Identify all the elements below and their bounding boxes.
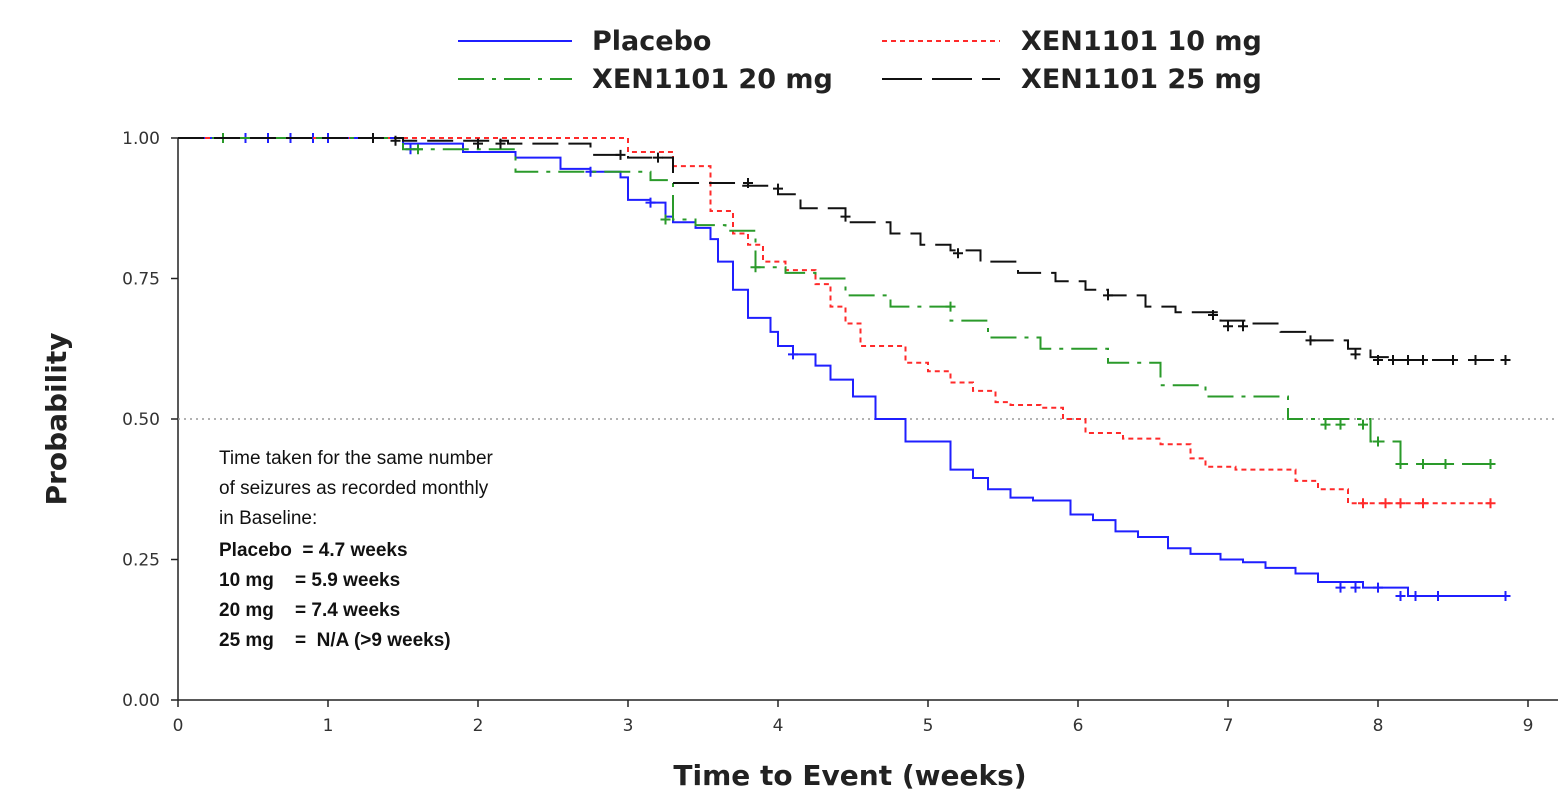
legend-label-10mg: XEN1101 10 mg: [1021, 26, 1262, 57]
annotation-line-2: of seizures as recorded monthly: [219, 478, 489, 499]
legend-label-20mg: XEN1101 20 mg: [592, 64, 833, 95]
annotation-line-placebo: Placebo = 4.7 weeks: [219, 540, 408, 561]
censor-mark-25mg: [1305, 335, 1316, 346]
censor-mark-25mg: [840, 211, 851, 222]
censor-mark-10mg: [1358, 498, 1368, 509]
censor-mark-20mg: [1418, 458, 1428, 469]
ticks: 0 1 2 3 4 5 6 7 8 9 0.00 0.25 0.50 0.75 1.00: [122, 129, 1533, 736]
x-tick-label: 3: [623, 716, 634, 736]
censor-mark-25mg: [773, 183, 783, 194]
x-tick-label: 0: [173, 716, 184, 736]
y-tick-label: 0.25: [122, 551, 160, 571]
x-axis-title: Time to Event (weeks): [673, 759, 1026, 792]
x-tick-label: 7: [1223, 716, 1234, 736]
censor-mark-placebo: [788, 349, 798, 360]
legend-entry-placebo: Placebo: [458, 26, 711, 57]
series-placebo: [178, 133, 1511, 602]
censor-mark-10mg: [1395, 498, 1406, 509]
censor-mark-25mg: [1403, 354, 1413, 365]
censor-mark-25mg: [495, 138, 506, 149]
censor-mark-25mg: [1418, 354, 1428, 365]
censor-mark-25mg: [653, 152, 663, 163]
censor-mark-20mg: [1395, 458, 1406, 469]
y-axis-title: Probability: [40, 333, 73, 506]
censor-mark-10mg: [1418, 498, 1428, 509]
censor-mark-placebo: [1395, 591, 1406, 602]
censor-mark-25mg: [368, 133, 378, 143]
censor-mark-25mg: [1208, 310, 1218, 321]
censor-mark-20mg: [1485, 458, 1496, 469]
annotation-line-25mg: 25 mg = N/A (>9 weeks): [219, 630, 451, 651]
curve-placebo: [178, 137, 1506, 598]
annotation-line-20mg: 20 mg = 7.4 weeks: [219, 600, 400, 621]
y-tick-label: 0.50: [122, 410, 160, 430]
x-tick-label: 9: [1523, 716, 1534, 736]
legend-entry-10mg: XEN1101 10 mg: [882, 26, 1262, 57]
censor-mark-25mg: [1350, 349, 1361, 360]
legend-entry-25mg: XEN1101 25 mg: [882, 64, 1262, 95]
censor-mark-20mg: [1335, 419, 1346, 430]
curves: [178, 133, 1511, 602]
x-tick-label: 8: [1373, 716, 1384, 736]
censor-mark-25mg: [743, 177, 753, 188]
censor-mark-25mg: [615, 149, 626, 160]
axes: 0 1 2 3 4 5 6 7 8 9 0.00 0.25 0.50 0.75 1.00: [122, 129, 1558, 736]
y-tick-label: 0.75: [122, 270, 160, 290]
curve-10mg: [178, 137, 1491, 505]
x-tick-label: 2: [473, 716, 484, 736]
censor-mark-25mg: [1388, 354, 1398, 365]
curve-25mg: [178, 137, 1506, 361]
censor-mark-20mg: [413, 144, 423, 155]
censor-mark-placebo: [1433, 591, 1443, 602]
censor-mark-25mg: [1448, 354, 1458, 365]
censor-mark-25mg: [390, 135, 401, 146]
series-20mg: [178, 133, 1496, 469]
censor-mark-placebo: [1350, 582, 1361, 593]
y-tick-label: 1.00: [122, 129, 160, 149]
series-10mg: [178, 137, 1496, 509]
censor-mark-placebo: [1373, 582, 1383, 593]
annotation-line-1: Time taken for the same number: [219, 448, 494, 469]
censor-mark-placebo: [1335, 582, 1346, 593]
legend-entry-20mg: XEN1101 20 mg: [458, 64, 833, 95]
censor-mark-20mg: [1373, 436, 1383, 447]
x-tick-label: 1: [323, 716, 334, 736]
annotation-line-10mg: 10 mg = 5.9 weeks: [219, 570, 400, 591]
y-tick-label: 0.00: [122, 691, 160, 711]
censor-mark-10mg: [1485, 498, 1496, 509]
legend-label-placebo: Placebo: [592, 26, 711, 57]
censor-mark-20mg: [945, 301, 956, 312]
censor-mark-25mg: [953, 248, 963, 259]
curve-20mg: [178, 137, 1491, 465]
legend: Placebo XEN1101 10 mg XEN1101 20 mg XEN1…: [458, 26, 1262, 95]
censor-mark-25mg: [1470, 354, 1481, 365]
censor-mark-20mg: [660, 214, 671, 225]
censor-mark-25mg: [473, 138, 483, 149]
censor-mark-20mg: [1358, 419, 1368, 430]
censor-mark-25mg: [1223, 321, 1233, 332]
median-annotation: Time taken for the same number of seizur…: [219, 448, 494, 651]
censor-mark-10mg: [1380, 498, 1391, 509]
x-tick-label: 5: [923, 716, 934, 736]
censor-mark-20mg: [750, 262, 761, 273]
series-25mg: [178, 133, 1511, 365]
censor-mark-placebo: [645, 197, 656, 208]
legend-label-25mg: XEN1101 25 mg: [1021, 64, 1262, 95]
censor-mark-25mg: [1500, 354, 1511, 365]
censor-mark-25mg: [1103, 290, 1113, 301]
x-tick-label: 6: [1073, 716, 1084, 736]
annotation-line-3: in Baseline:: [219, 508, 317, 529]
censor-mark-25mg: [1238, 321, 1248, 332]
censor-mark-20mg: [1320, 419, 1331, 430]
censor-mark-placebo: [1410, 591, 1421, 602]
censor-mark-25mg: [1373, 354, 1383, 365]
censor-mark-placebo: [1500, 591, 1511, 602]
x-tick-label: 4: [773, 716, 784, 736]
censor-mark-20mg: [1440, 458, 1451, 469]
